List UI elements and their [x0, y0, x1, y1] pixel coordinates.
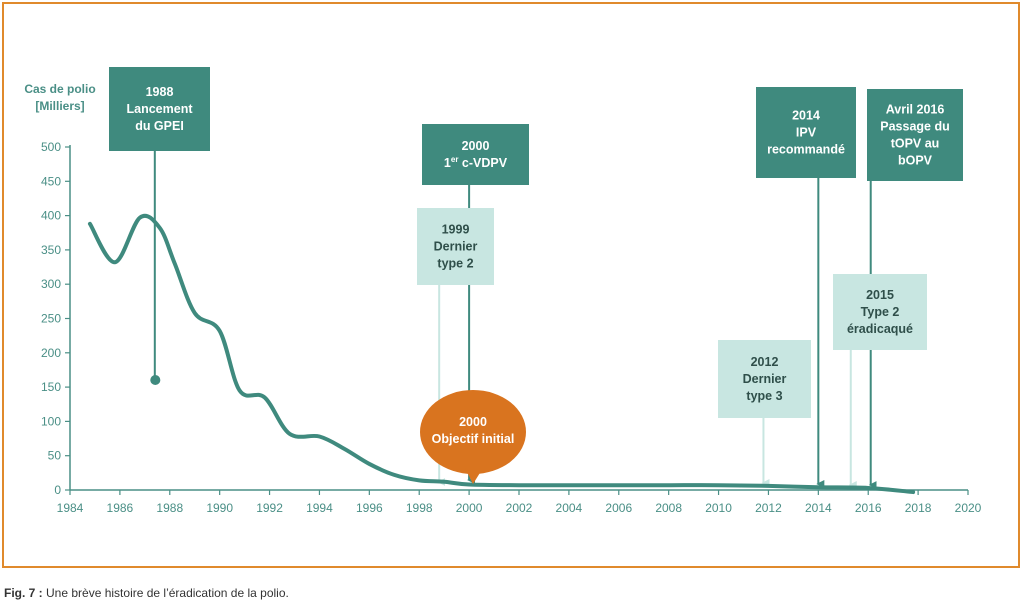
annotation-box-2016	[867, 89, 963, 181]
annotation-text-2000-goal: Objectif initial	[432, 432, 515, 446]
annotation-text-2015: Type 2	[861, 305, 900, 319]
annotation-text-1999: 1999	[442, 223, 470, 237]
polio-chart: 0 50 100 150 200 250 300 350 400 450 500 1984 1986 19…	[24, 67, 982, 515]
x-tick-label: 1990	[206, 501, 233, 515]
annotation-text-2016: Avril 2016	[886, 103, 945, 117]
x-tick-label: 2020	[955, 501, 982, 515]
y-tick-label: 200	[41, 346, 61, 360]
annotation-text-2014: 2014	[792, 109, 820, 123]
y-tick-label: 300	[41, 277, 61, 291]
x-tick-label: 1994	[306, 501, 333, 515]
x-tick-label: 2004	[556, 501, 583, 515]
annotation-box-1999	[417, 208, 494, 285]
annotation-text-2000: 1er c-VDPV	[444, 155, 508, 170]
annotation-box-2015	[833, 274, 927, 350]
y-axis-label: Cas de polio	[24, 82, 95, 96]
x-tick-label: 2016	[855, 501, 882, 515]
y-tick-label: 250	[41, 312, 61, 326]
x-tick-label: 2014	[805, 501, 832, 515]
annotation-text-1988: 1988	[146, 85, 174, 99]
x-tick-label: 1984	[57, 501, 84, 515]
y-tick-label: 500	[41, 140, 61, 154]
annotation-text-2000: 2000	[462, 139, 490, 153]
annotation-text-2015: éradicaqué	[847, 322, 913, 336]
caption-label: Fig. 7 :	[4, 586, 43, 600]
figure-caption: Fig. 7 : Une brève histoire de l’éradica…	[4, 586, 289, 600]
annotation-text-2016: tOPV au	[891, 137, 940, 151]
x-tick-label: 1996	[356, 501, 383, 515]
goal-bubble	[420, 390, 526, 474]
annotation-text-2012: type 3	[746, 389, 782, 403]
x-tick-label: 2006	[605, 501, 632, 515]
annotation-dot-1988	[150, 375, 161, 385]
annotation-box-2012	[718, 340, 811, 418]
x-tick-label: 1988	[156, 501, 183, 515]
caption-text: Une brève histoire de l’éradication de l…	[46, 586, 289, 600]
polio-cases-line	[87, 213, 916, 495]
x-tick-label: 2000	[456, 501, 483, 515]
x-tick-label: 1998	[406, 501, 433, 515]
annotation-text-1988: Lancement	[127, 102, 194, 116]
annotation-text-2014: recommandé	[767, 143, 845, 157]
chart-frame	[2, 2, 1020, 568]
annotation-text-2014: IPV	[796, 126, 817, 140]
annotation-text-2012: 2012	[751, 355, 779, 369]
annotation-box-2014	[756, 87, 856, 178]
annotation-text-2012: Dernier	[743, 372, 787, 386]
y-axis-label: [Milliers]	[35, 99, 84, 113]
x-tick-label: 2008	[655, 501, 682, 515]
x-tick-label: 1992	[256, 501, 283, 515]
annotation-text-2016: Passage du	[880, 120, 949, 134]
x-tick-label: 2002	[506, 501, 533, 515]
y-tick-label: 400	[41, 209, 61, 223]
annotation-text-2016: bOPV	[898, 154, 933, 168]
x-tick-label: 1986	[107, 501, 134, 515]
x-tick-label: 2018	[905, 501, 932, 515]
x-tick-label: 2010	[705, 501, 732, 515]
annotation-box-1988	[109, 67, 210, 151]
y-tick-label: 100	[41, 414, 61, 428]
y-tick-label: 0	[54, 483, 61, 497]
y-tick-label: 450	[41, 174, 61, 188]
y-tick-label: 350	[41, 243, 61, 257]
x-tick-label: 2012	[755, 501, 782, 515]
y-tick-label: 150	[41, 380, 61, 394]
goal-bubble-tail	[465, 468, 483, 484]
annotation-text-1999: Dernier	[434, 240, 478, 254]
annotation-text-2000-goal: 2000	[459, 415, 487, 429]
annotation-box-2000	[422, 124, 529, 185]
y-tick-label: 50	[48, 449, 62, 463]
annotation-text-1999: type 2	[437, 257, 473, 271]
annotation-text-2015: 2015	[866, 288, 894, 302]
annotation-text-1988: du GPEI	[135, 119, 184, 133]
